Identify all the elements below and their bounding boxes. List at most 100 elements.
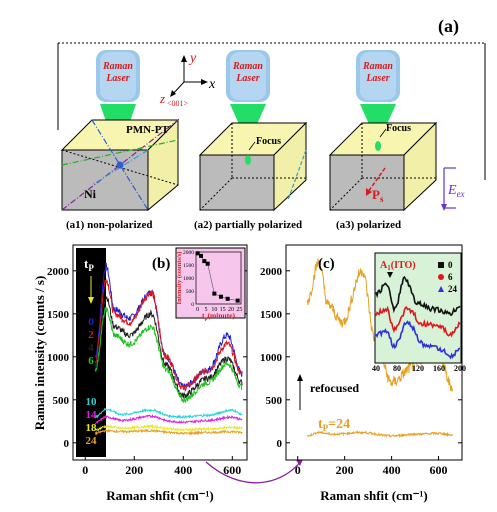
legend-item-6: 6	[88, 355, 94, 367]
inset-b-x-tick: 5	[205, 307, 208, 313]
series-line-14	[94, 413, 243, 425]
inset-c-series-6	[375, 305, 461, 338]
x-tick-label: 0	[82, 463, 88, 477]
inset-c-x-tick: 80	[393, 364, 401, 373]
panel-c-label: (c)	[318, 256, 335, 272]
axis-z-sub: <001>	[167, 99, 189, 108]
legend-item-0: 0	[88, 316, 94, 328]
connector-arrow	[205, 459, 303, 484]
series-line-10	[94, 407, 243, 420]
inset-b-point	[199, 253, 203, 258]
annotation-tp: tP=24	[318, 417, 350, 433]
laser-3-text-1: Raman	[362, 61, 393, 72]
axis-z-label: z	[159, 91, 165, 106]
inset-b-point	[205, 261, 210, 266]
laser-3-text-2: Laser	[365, 73, 389, 84]
cube-polarized: Focus Ps Eex	[328, 121, 465, 212]
inset-c-background	[374, 252, 462, 364]
legend-item-4: 4	[88, 342, 94, 354]
inset-b-point	[202, 259, 207, 264]
inset-c-x-tick: 200	[454, 364, 466, 373]
inset-c-x-tick: 160	[433, 364, 445, 373]
x-tick-label: 600	[430, 463, 448, 477]
inset-b-x-tick: 15	[220, 307, 226, 313]
x-tick-label: 400	[383, 463, 401, 477]
caption-a3: (a3) polarized	[336, 219, 401, 231]
inset-b-y-tick: 2000	[183, 250, 194, 256]
axes-glyph: y x z <001>	[159, 51, 216, 108]
inset-b-x-tick: 20	[228, 307, 234, 313]
y-tick-label: 1500	[47, 309, 70, 321]
inset-b-point	[235, 298, 240, 303]
legend-item-2: 2	[88, 329, 94, 341]
laser-2-text-1: Raman	[232, 61, 263, 72]
x-tick-label: 400	[174, 463, 192, 477]
y-tick-label: 1500	[260, 309, 283, 321]
legend-item-18: 18	[86, 422, 98, 434]
inset-c-marker-24	[438, 286, 444, 292]
legend-item-10: 10	[86, 396, 98, 408]
x-tick-label: 0	[295, 463, 301, 477]
inset-b-y-tick: 1000	[183, 276, 194, 282]
y-tick-label: 2000	[47, 266, 70, 278]
axis-y-label: y	[188, 51, 197, 66]
ps-label: Ps	[372, 187, 384, 204]
series-line-18	[94, 424, 243, 433]
panel-b-ylabel: Raman intensity (counts / s)	[32, 276, 47, 431]
inset-b-x-tick: 10	[211, 307, 217, 313]
caption-a2: (a2) partially polarized	[194, 219, 302, 231]
inset-c-label: A1(ITO)	[380, 260, 416, 272]
inset-b-point	[219, 294, 223, 299]
inset-b-point	[212, 291, 217, 296]
inset-c-marker-6	[438, 274, 444, 280]
inset-c-legend-24: 24	[448, 284, 458, 294]
eex-label: Eex	[447, 183, 465, 199]
y-tick-label: 0	[277, 438, 283, 450]
y-tick-label: 0	[64, 438, 70, 450]
inset-b-frame	[195, 251, 242, 305]
inset-c-x-tick: 120	[412, 364, 424, 373]
inset-c-legend-0: 0	[448, 260, 453, 270]
inset-c-x-tick: 40	[372, 364, 380, 373]
legend-arrow-head	[88, 297, 94, 304]
legend-title: tP	[84, 256, 94, 273]
inset-b-x-tick: 25	[236, 307, 242, 313]
panel-c-xlabel: Raman shfit (cm⁻¹)	[320, 488, 428, 503]
focus-label-2: Focus	[256, 136, 281, 147]
inset-c-series-0	[375, 275, 461, 316]
inset-b-y-tick: 1500	[183, 263, 194, 269]
x-tick-label: 600	[223, 463, 241, 477]
axis-x-label: x	[208, 77, 216, 92]
series-line-4	[94, 296, 243, 399]
inset-b-y-tick: 500	[186, 289, 195, 295]
y-tick-label: 500	[266, 395, 283, 407]
focus-label-3: Focus	[386, 123, 411, 134]
series-line-6	[94, 306, 243, 404]
electrode-label: Ni	[84, 187, 97, 201]
series-line-t_P=24	[306, 430, 454, 439]
cube-non-polarized: PMN-PT Ni	[60, 118, 180, 212]
y-tick-label: 500	[53, 395, 70, 407]
y-tick-label: 1000	[260, 352, 283, 364]
laser-2-text-2: Laser	[235, 73, 259, 84]
panel-a: (a) y x z <001> Raman Laser Raman	[57, 16, 486, 231]
inset-c-arrow	[387, 272, 393, 278]
inset-c-series-24	[375, 320, 461, 360]
laser-1-text-2: Laser	[105, 73, 129, 84]
series-line-24	[94, 428, 243, 436]
panel-a-label: (a)	[438, 16, 459, 37]
inset-c-legend-6: 6	[448, 272, 453, 282]
inset-b-point	[195, 251, 200, 256]
inset-b-ylabel: Intensity (counts/s)	[176, 252, 183, 305]
inset-b-background	[175, 247, 246, 319]
material-label: PMN-PT	[126, 124, 169, 136]
y-tick-label: 2000	[260, 266, 283, 278]
panel-b-xlabel: Raman shfit (cm⁻¹)	[106, 488, 214, 503]
legend-item-14: 14	[86, 409, 98, 421]
inset-c-marker-0	[438, 262, 444, 268]
panel-b-label: (b)	[152, 256, 170, 272]
caption-a1: (a1) non-polarized	[66, 219, 152, 231]
laser-1: Raman Laser	[96, 50, 140, 148]
legend-item-24: 24	[86, 435, 98, 447]
